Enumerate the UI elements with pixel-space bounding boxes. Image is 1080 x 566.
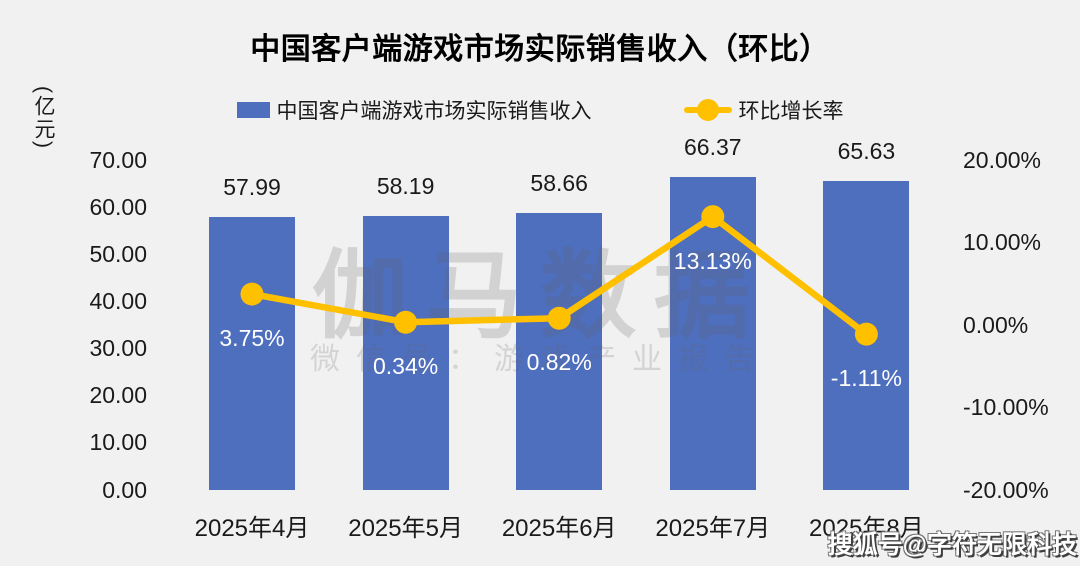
bar-value-label: 58.66	[530, 170, 588, 197]
growth-rate-label: -1.11%	[830, 365, 902, 392]
chart-title: 中国客户端游戏市场实际销售收入（环比）	[250, 33, 830, 66]
right-axis-tick: 10.00%	[963, 229, 1042, 255]
legend: 中国客户端游戏市场实际销售收入 环比增长率	[0, 95, 1080, 125]
left-axis-tick: 40.00	[89, 287, 147, 314]
growth-rate-label: 13.13%	[673, 247, 752, 274]
x-axis-label: 2025年7月	[655, 515, 771, 542]
bar-value-label: 57.99	[223, 173, 281, 200]
revenue-bar	[823, 180, 910, 490]
left-axis-unit-label: (亿元)	[32, 86, 55, 150]
x-axis-label: 2025年4月	[194, 515, 310, 542]
bar-series-swatch-icon	[236, 102, 270, 118]
right-axis-tick: -20.00%	[963, 476, 1049, 503]
revenue-bar	[209, 216, 295, 490]
left-axis-tick: 70.00	[89, 146, 147, 173]
growth-rate-label: 0.34%	[372, 353, 439, 380]
left-axis-tick: 20.00	[89, 382, 147, 409]
right-axis-tick: -10.00%	[963, 394, 1049, 420]
left-axis-tick: 60.00	[89, 193, 147, 220]
legend-label-growth: 环比增长率	[738, 100, 844, 123]
bar-value-label: 58.19	[376, 172, 435, 199]
watermark-sohu: 搜狐号@字符无限科技	[827, 531, 1077, 559]
x-axis-label: 2025年5月	[348, 515, 463, 542]
bar-value-label: 66.37	[684, 134, 742, 161]
x-axis-label: 2025年8月	[809, 515, 924, 542]
legend-label-revenue: 中国客户端游戏市场实际销售收入	[276, 100, 592, 123]
bar-value-label: 65.63	[837, 137, 896, 164]
watermark-wechat: 微信号：游戏产业报告	[310, 343, 770, 376]
left-axis-tick: 0.00	[102, 476, 147, 503]
growth-rate-label: 3.75%	[219, 325, 285, 352]
left-axis-tick: 10.00	[89, 429, 147, 456]
left-axis-tick: 50.00	[89, 240, 147, 267]
legend-item-revenue: 中国客户端游戏市场实际销售收入	[236, 95, 592, 125]
legend-item-growth: 环比增长率	[683, 95, 844, 125]
right-axis-tick: 20.00%	[963, 146, 1042, 173]
x-axis-label: 2025年6月	[501, 515, 617, 542]
right-axis-tick: 0.00%	[963, 311, 1029, 338]
growth-rate-label: 0.82%	[526, 349, 592, 376]
line-series-swatch-icon	[683, 99, 732, 121]
left-axis-tick: 30.00	[89, 335, 147, 362]
line-swatch-dot	[696, 99, 719, 121]
